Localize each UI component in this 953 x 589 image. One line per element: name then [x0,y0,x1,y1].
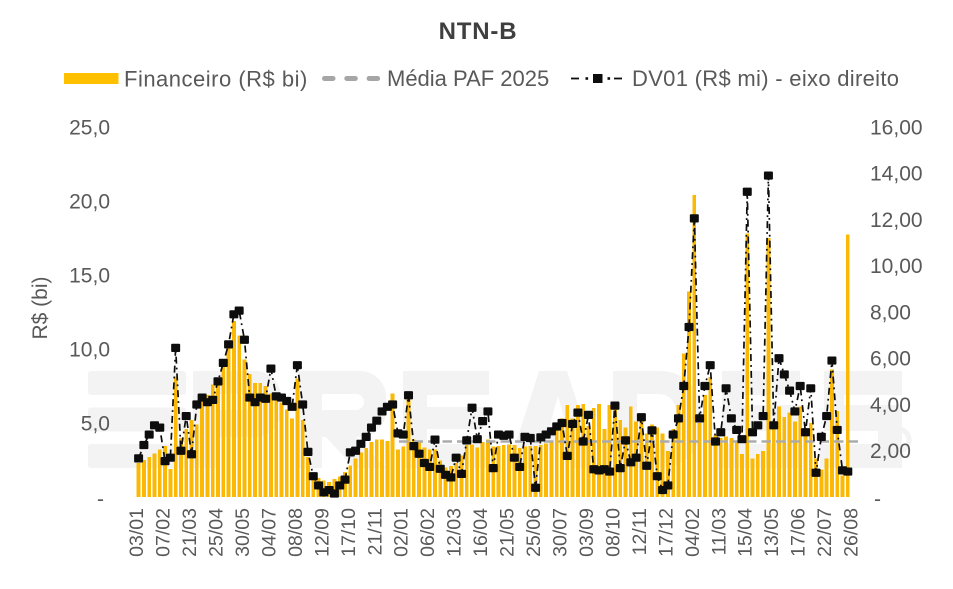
svg-text:06/02: 06/02 [417,508,439,557]
svg-text:12,00: 12,00 [870,209,923,232]
svg-text:17/10: 17/10 [338,508,360,557]
svg-text:DV01 (R$ mi) - eixo direito: DV01 (R$ mi) - eixo direito [632,66,899,91]
svg-text:NTN-B: NTN-B [439,18,518,45]
svg-text:20,0: 20,0 [69,190,110,213]
svg-text:17/06: 17/06 [788,508,810,557]
svg-text:6,00: 6,00 [870,348,911,371]
svg-text:25/04: 25/04 [206,508,228,557]
svg-text:08/08: 08/08 [285,508,307,557]
svg-text:12/09: 12/09 [311,508,333,557]
svg-text:16/04: 16/04 [470,508,492,557]
svg-text:17/12: 17/12 [655,508,677,557]
svg-text:12/03: 12/03 [444,508,466,557]
svg-text:15/04: 15/04 [735,508,757,557]
svg-text:4,00: 4,00 [870,394,911,417]
svg-text:08/10: 08/10 [602,508,624,557]
svg-text:21/03: 21/03 [179,508,201,557]
svg-text:04/07: 04/07 [258,508,280,557]
svg-text:-: - [97,488,104,511]
svg-text:R$ (bi): R$ (bi) [29,276,52,339]
svg-text:30/05: 30/05 [232,508,254,557]
svg-text:10,00: 10,00 [870,255,923,278]
svg-text:5,0: 5,0 [81,412,110,435]
svg-text:13/05: 13/05 [761,508,783,557]
svg-text:12/11: 12/11 [629,508,651,555]
svg-text:22/07: 22/07 [814,508,836,557]
svg-text:Média PAF 2025: Média PAF 2025 [387,66,549,91]
svg-text:03/09: 03/09 [576,508,598,557]
svg-text:03/01: 03/01 [126,508,148,557]
svg-text:30/07: 30/07 [550,508,572,557]
svg-text:10,0: 10,0 [69,338,110,361]
svg-text:26/08: 26/08 [841,508,863,557]
svg-text:25/06: 25/06 [523,508,545,557]
svg-text:Financeiro (R$ bi): Financeiro (R$ bi) [124,67,308,92]
svg-text:11/03: 11/03 [708,508,730,555]
svg-text:14,00: 14,00 [870,163,923,186]
svg-text:2,00: 2,00 [870,440,911,463]
svg-text:15,0: 15,0 [69,264,110,287]
svg-text:21/05: 21/05 [497,508,519,557]
svg-text:02/01: 02/01 [391,508,413,557]
svg-text:16,00: 16,00 [870,116,923,139]
svg-text:-: - [874,488,881,511]
svg-text:04/02: 04/02 [682,508,704,557]
svg-text:8,00: 8,00 [870,301,911,324]
svg-text:07/02: 07/02 [153,508,175,557]
svg-text:25,0: 25,0 [69,116,110,139]
svg-text:21/11: 21/11 [364,508,386,555]
